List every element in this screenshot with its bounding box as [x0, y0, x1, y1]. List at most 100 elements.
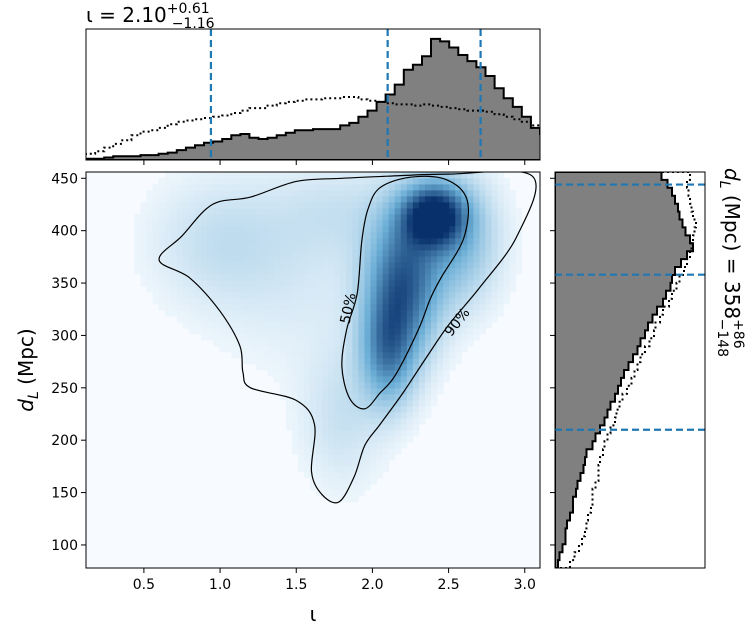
heatmap-cell	[334, 418, 341, 425]
heatmap-cell	[207, 274, 214, 281]
heatmap-cell	[152, 280, 160, 287]
heatmap-cell	[443, 346, 450, 353]
heatmap-cell	[249, 352, 256, 359]
heatmap-cell	[364, 436, 371, 443]
heatmap-cell	[273, 310, 281, 317]
heatmap-cell	[146, 226, 153, 233]
heatmap-cell	[328, 364, 335, 371]
heatmap-cell	[479, 196, 486, 203]
heatmap-cell	[225, 322, 232, 329]
heatmap-cell	[376, 196, 384, 203]
heatmap-cell	[213, 322, 220, 329]
heatmap-cell	[376, 358, 384, 365]
heatmap-cell	[394, 298, 402, 305]
heatmap-cell	[219, 274, 226, 281]
heatmap-cell	[364, 220, 371, 227]
heatmap-cell	[467, 328, 474, 335]
heatmap-cell	[170, 268, 178, 275]
heatmap-cell	[188, 322, 196, 329]
heatmap-cell	[291, 220, 299, 227]
heatmap-cell	[437, 286, 444, 293]
heatmap-cell	[176, 286, 184, 293]
heatmap-cell	[340, 460, 347, 467]
heatmap-cell	[418, 256, 426, 263]
heatmap-cell	[291, 208, 299, 215]
heatmap-cell	[237, 274, 244, 281]
heatmap-cell	[479, 208, 486, 215]
heatmap-cell	[479, 262, 486, 269]
heatmap-cell	[424, 382, 432, 389]
heatmap-cell	[243, 328, 250, 335]
heatmap-cell	[328, 478, 335, 485]
heatmap-cell	[443, 292, 450, 299]
heatmap-cell	[285, 352, 293, 359]
heatmap-cell	[285, 358, 293, 365]
heatmap-cell	[388, 454, 396, 461]
heatmap-cell	[291, 394, 299, 401]
heatmap-cell	[376, 370, 384, 377]
heatmap-cell	[424, 412, 432, 419]
heatmap-cell	[424, 190, 432, 197]
heatmap-cell	[455, 334, 462, 341]
heatmap-cell	[213, 250, 220, 257]
heatmap-cell	[479, 316, 486, 323]
heatmap-cell	[328, 400, 335, 407]
heatmap-cell	[328, 442, 335, 449]
heatmap-cell	[328, 436, 335, 443]
heatmap-cell	[503, 286, 511, 293]
heatmap-cell	[376, 232, 384, 239]
heatmap-cell	[249, 322, 256, 329]
heatmap-cell	[485, 214, 492, 221]
heatmap-cell	[316, 394, 323, 401]
heatmap-cell	[201, 190, 208, 197]
heatmap-cell	[188, 310, 196, 317]
heatmap-cell	[340, 268, 347, 275]
heatmap-cell	[273, 190, 281, 197]
heatmap-cell	[443, 220, 450, 227]
heatmap-cell	[158, 286, 166, 293]
heatmap-cell	[370, 268, 377, 275]
heatmap-cell	[194, 298, 202, 305]
heatmap-cell	[352, 310, 359, 317]
heatmap-cell	[364, 232, 371, 239]
x-axis-label: ι	[310, 602, 317, 626]
heatmap-cell	[194, 196, 202, 203]
heatmap-cell	[309, 442, 317, 449]
heatmap-cell	[316, 370, 323, 377]
heatmap-cell	[328, 328, 335, 335]
heatmap-cell	[346, 346, 353, 353]
heatmap-cell	[467, 274, 474, 281]
heatmap-cell	[249, 184, 256, 191]
heatmap-cell	[176, 316, 184, 323]
heatmap-cell	[449, 232, 456, 239]
heatmap-cell	[400, 328, 408, 335]
heatmap-cell	[297, 340, 305, 347]
heatmap-cell	[376, 214, 384, 221]
heatmap-cell	[364, 412, 371, 419]
heatmap-cell	[443, 298, 450, 305]
heatmap-cell	[176, 220, 184, 227]
heatmap-cell	[394, 268, 402, 275]
heatmap-cell	[249, 202, 256, 209]
heatmap-cell	[140, 274, 147, 281]
heatmap-cell	[255, 238, 262, 245]
heatmap-cell	[334, 400, 341, 407]
heatmap-cell	[364, 214, 371, 221]
heatmap-cell	[225, 262, 232, 269]
top-marginal-histogram	[85, 28, 541, 165]
heatmap-cell	[424, 202, 432, 209]
heatmap-cell	[412, 292, 420, 299]
heatmap-cell	[207, 250, 214, 257]
heatmap-cell	[243, 310, 250, 317]
heatmap-cell	[297, 256, 305, 263]
heatmap-cell	[412, 244, 420, 251]
heatmap-cell	[346, 382, 353, 389]
heatmap-cell	[364, 472, 371, 479]
heatmap-cell	[352, 478, 359, 485]
heatmap-cell	[243, 292, 250, 299]
heatmap-cell	[158, 196, 166, 203]
heatmap-cell	[291, 238, 299, 245]
heatmap-cell	[406, 286, 414, 293]
heatmap-cell	[370, 418, 377, 425]
heatmap-cell	[364, 316, 371, 323]
